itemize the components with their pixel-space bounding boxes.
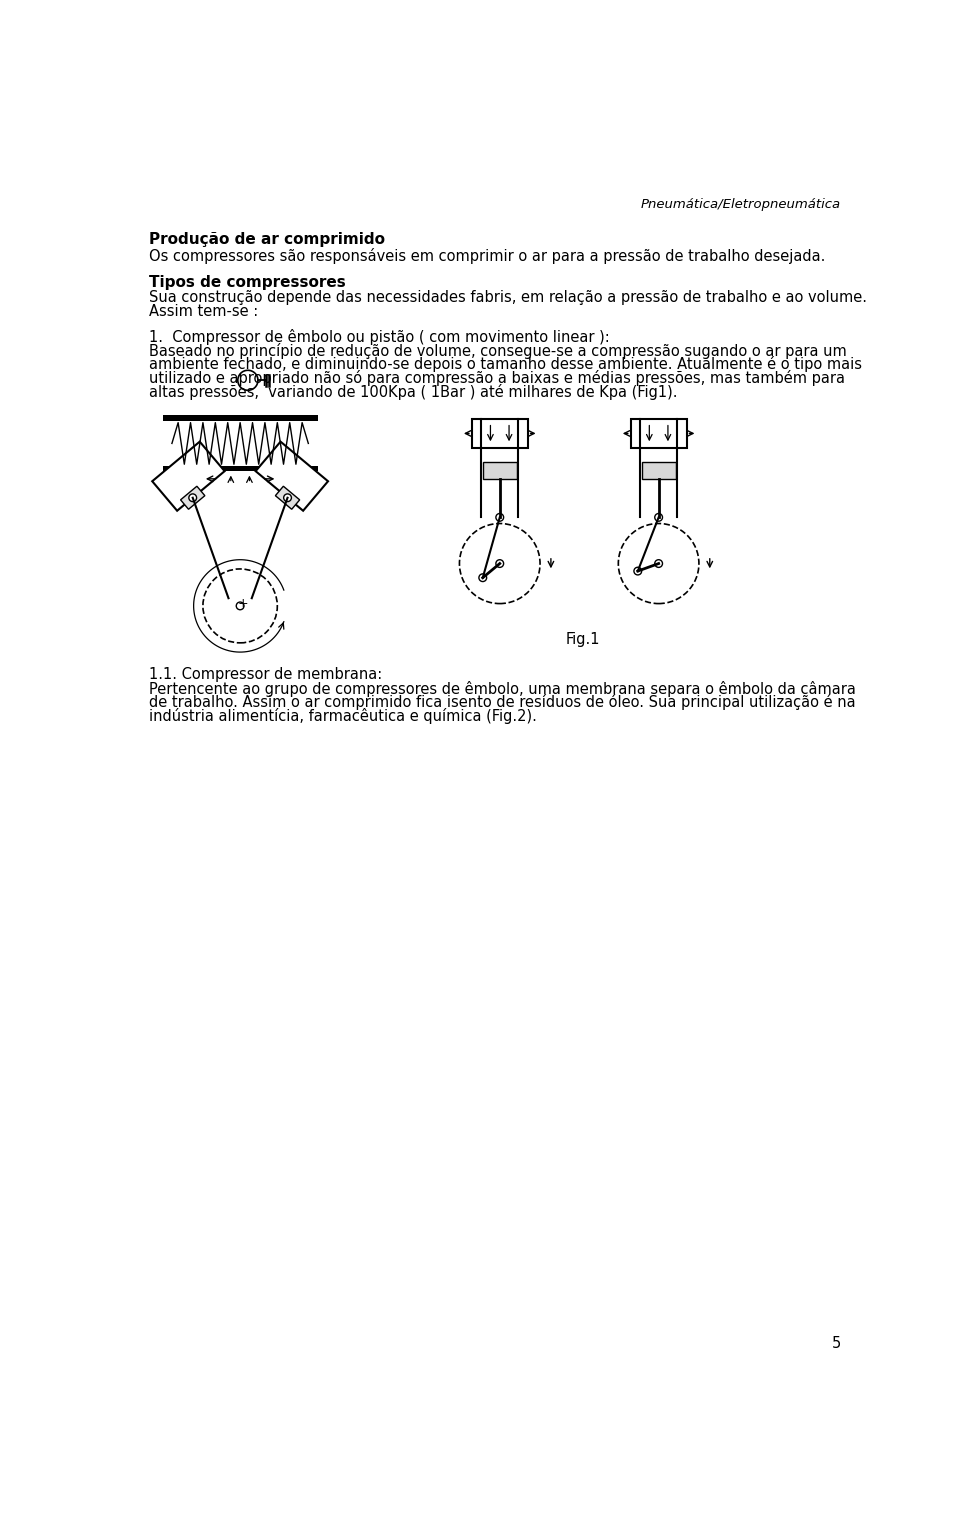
Bar [631,420,686,448]
Circle shape [189,494,197,502]
Bar [162,415,318,421]
Text: Assim tem-se :: Assim tem-se : [150,304,258,319]
Text: altas pressões,  variando de 100Kpa ( 1Bar ) até milhares de Kpa (Fig1).: altas pressões, variando de 100Kpa ( 1Ba… [150,385,678,400]
Text: de trabalho. Assim o ar comprimido fica isento de resíduos de óleo. Sua principa: de trabalho. Assim o ar comprimido fica … [150,695,856,710]
Text: ambiente fechado, e diminuindo-se depois o tamanho desse ambiente. Atualmente é : ambiente fechado, e diminuindo-se depois… [150,356,862,372]
Text: Baseado no princípio de redução de volume, consegue-se a compressão sugando o ar: Baseado no princípio de redução de volum… [150,342,848,359]
Text: utilizado e apropriado não só para compressão a baixas e médias pressões, mas ta: utilizado e apropriado não só para compr… [150,371,846,386]
Polygon shape [153,442,225,511]
Circle shape [283,494,292,502]
Circle shape [655,514,662,521]
Text: 1.  Compressor de êmbolo ou pistão ( com movimento linear ):: 1. Compressor de êmbolo ou pistão ( com … [150,328,611,345]
Bar [162,465,318,471]
Bar [483,462,516,479]
Bar [472,420,528,448]
Circle shape [634,567,641,575]
Text: Sua construção depende das necessidades fabris, em relação a pressão de trabalho: Sua construção depende das necessidades … [150,290,868,306]
Polygon shape [180,486,204,509]
Circle shape [496,514,504,521]
Text: Produção de ar comprimido: Produção de ar comprimido [150,233,386,248]
Text: +: + [238,597,249,610]
Bar [641,462,676,479]
Polygon shape [276,486,300,509]
Circle shape [655,559,662,567]
Text: 1.1. Compressor de membrana:: 1.1. Compressor de membrana: [150,667,383,682]
Circle shape [479,575,487,582]
Text: Pertencente ao grupo de compressores de êmbolo, uma membrana separa o êmbolo da : Pertencente ao grupo de compressores de … [150,681,856,696]
Circle shape [236,602,244,610]
Text: Pneumática/Eletropneumática: Pneumática/Eletropneumática [640,198,841,211]
Text: indústria alimentícia, farmacêutica e química (Fig.2).: indústria alimentícia, farmacêutica e qu… [150,708,538,725]
Text: Os compressores são responsáveis em comprimir o ar para a pressão de trabalho de: Os compressores são responsáveis em comp… [150,248,826,264]
Text: Fig.1: Fig.1 [565,632,600,648]
Polygon shape [255,442,328,511]
Text: Tipos de compressores: Tipos de compressores [150,275,347,290]
Circle shape [496,559,504,567]
Text: 5: 5 [831,1336,841,1351]
